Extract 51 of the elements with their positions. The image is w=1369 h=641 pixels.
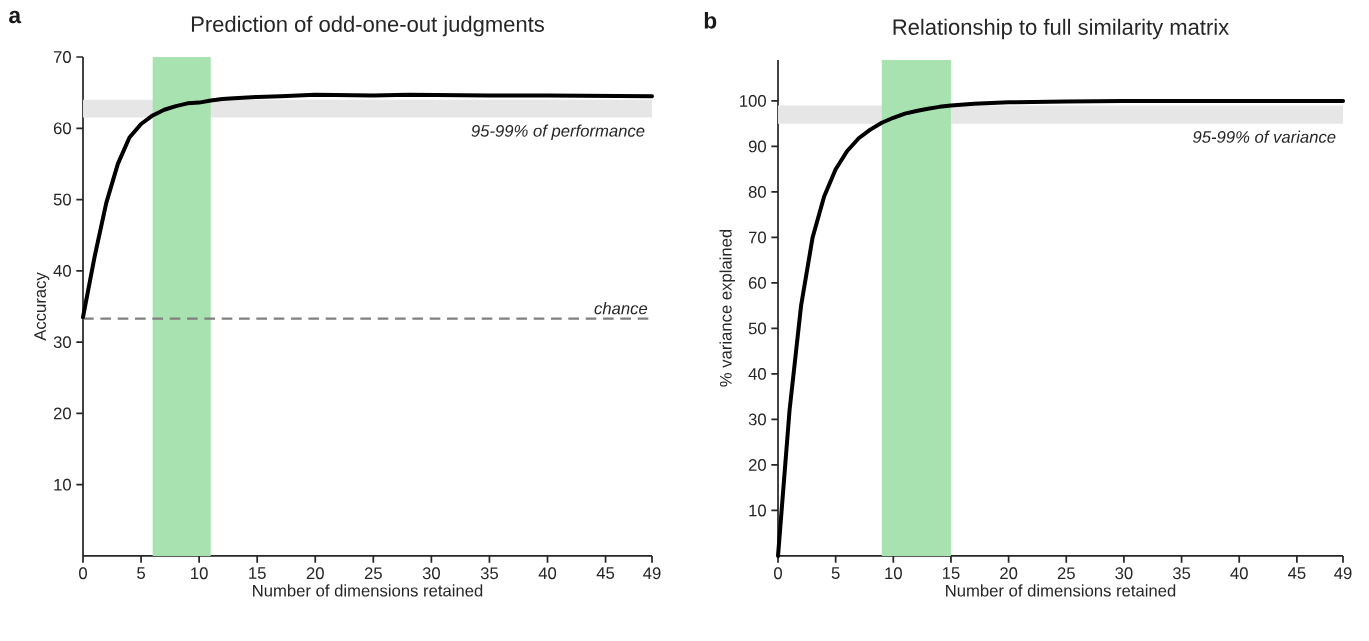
y-tick-label: 90 bbox=[748, 140, 766, 153]
y-tick-label: 30 bbox=[53, 336, 71, 349]
text: a bbox=[9, 10, 22, 24]
x-tick-label: 40 bbox=[538, 567, 557, 580]
x-tick-label: 25 bbox=[1057, 567, 1075, 580]
x-tick-label: 10 bbox=[191, 567, 208, 580]
y-tick-label: 60 bbox=[53, 122, 71, 135]
chart-title: Prediction of odd-one-out judgments bbox=[191, 15, 544, 37]
y-axis-title: Accuracy bbox=[34, 272, 50, 341]
x-tick-label: 49 bbox=[643, 567, 661, 580]
x-tick-label: 40 bbox=[1230, 567, 1248, 580]
band-label: 95-99% of variance bbox=[1193, 130, 1336, 143]
y-tick-label: 50 bbox=[53, 193, 71, 206]
x-tick-label: 5 bbox=[831, 567, 840, 579]
x-tick-label: 0 bbox=[774, 567, 782, 580]
y-axis-title: % variance explained bbox=[719, 229, 735, 387]
y-tick-label: 50 bbox=[748, 322, 766, 335]
line-series bbox=[81, 92, 655, 320]
x-tick-label: 15 bbox=[249, 567, 266, 579]
y-tick-label: 80 bbox=[748, 186, 766, 198]
x-tick-label: 45 bbox=[596, 567, 615, 579]
x-axis-title: Number of dimensions retained bbox=[946, 584, 1176, 597]
x-tick-label: 35 bbox=[480, 567, 499, 580]
x-tick-label: 30 bbox=[1115, 567, 1133, 580]
x-tick-label: 45 bbox=[1287, 567, 1306, 579]
x-tick-label: 0 bbox=[79, 567, 87, 580]
chart-title: Relationship to full similarity matrix bbox=[893, 18, 1229, 40]
y-tick-label: 40 bbox=[53, 264, 71, 277]
y-tick-label: 10 bbox=[54, 478, 71, 491]
y-tick-label: 20 bbox=[53, 407, 71, 420]
x-axis-title: Number of dimensions retained bbox=[253, 584, 483, 597]
x-tick-label: 10 bbox=[885, 567, 902, 580]
band-label: 95-99% of performance bbox=[471, 124, 645, 141]
y-tick-label: 60 bbox=[748, 277, 766, 289]
x-tick-label: 35 bbox=[1172, 567, 1191, 580]
y-tick-label: 70 bbox=[53, 51, 71, 63]
x-tick-label: 20 bbox=[306, 567, 324, 580]
y-tick-label: 100 bbox=[740, 95, 766, 107]
y-tick-label: 20 bbox=[748, 459, 766, 471]
ref-line-label: chance bbox=[594, 302, 648, 315]
x-tick-label: 30 bbox=[422, 567, 440, 580]
y-tick-label: 10 bbox=[749, 504, 766, 517]
x-tick-label: 20 bbox=[1000, 567, 1018, 580]
y-tick-label: 70 bbox=[748, 231, 766, 244]
x-tick-label: 5 bbox=[137, 567, 146, 579]
x-tick-label: 15 bbox=[942, 567, 960, 579]
text: b bbox=[704, 11, 717, 29]
x-tick-label: 25 bbox=[364, 567, 382, 580]
y-tick-label: 30 bbox=[748, 413, 766, 426]
x-tick-label: 49 bbox=[1334, 567, 1352, 580]
y-tick-label: 40 bbox=[748, 368, 766, 380]
